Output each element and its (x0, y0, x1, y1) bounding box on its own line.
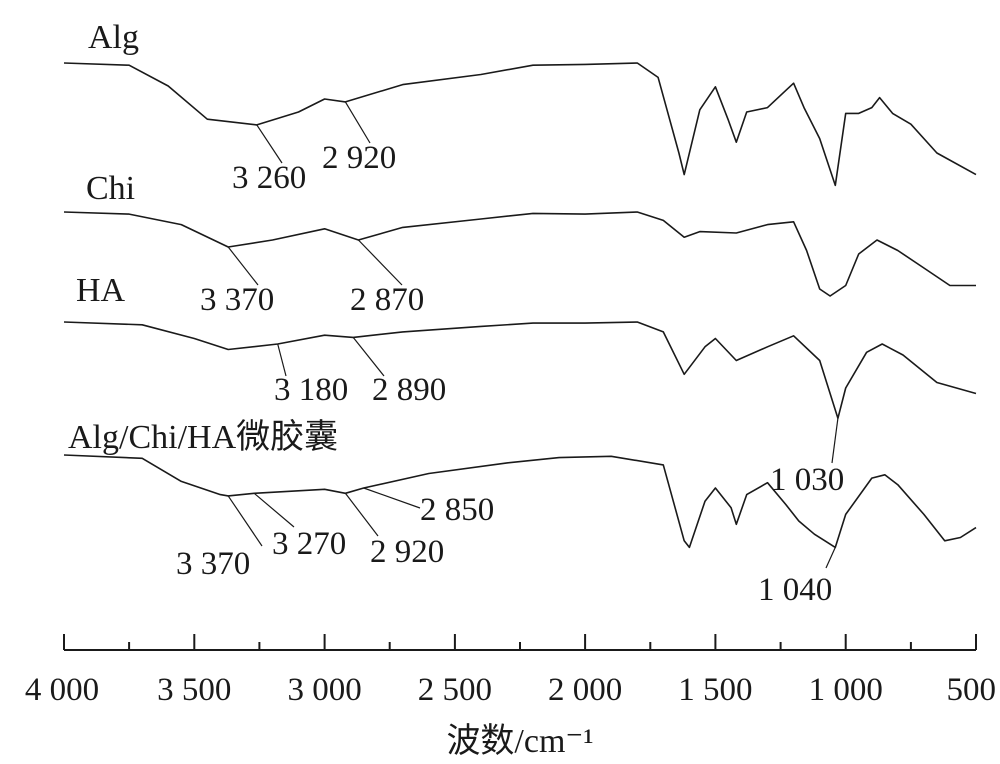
x-axis-title: 波数/cm⁻¹ (446, 722, 593, 760)
x-tick-label-4: 2 000 (548, 672, 622, 708)
annotation-label-2-3: 2 870 (350, 282, 424, 318)
x-tick-label-2: 3 000 (287, 672, 361, 708)
annotation-leader-2-1 (277, 343, 287, 377)
series-line-2 (63, 321, 977, 420)
series-label-2: HA (76, 272, 126, 309)
series-line-3 (63, 454, 977, 549)
x-tick-label-1: 3 500 (157, 672, 231, 708)
annotation-leader-3-3 (363, 487, 421, 509)
annotation-label-0-0: 3 260 (232, 160, 306, 196)
annotation-label-3-0: 3 370 (176, 546, 250, 582)
annotation-leader-3-0 (227, 495, 263, 547)
x-tick-label-0: 4 000 (25, 672, 99, 708)
annotation-leader-2-3 (357, 239, 403, 286)
series-label-3: Alg/Chi/HA微胶囊 (68, 418, 338, 456)
annotation-leader-0-0 (256, 124, 283, 164)
annotation-leader-2-0 (227, 246, 259, 286)
leaders-layer (227, 101, 839, 569)
annotation-leader-3-4 (825, 547, 836, 569)
series-label-0: Alg (88, 19, 139, 56)
annotation-label-3-2: 2 920 (370, 534, 444, 570)
annotation-leader-2-4 (831, 418, 839, 464)
x-tick-label-3: 2 500 (418, 672, 492, 708)
annotation-label-2-2: 2 890 (372, 372, 446, 408)
annotation-label-2-4: 1 030 (770, 462, 844, 498)
labels-layer: Alg Chi HA Alg/Chi/HA微胶囊 3 260 2 920 3 370 3 18… (68, 19, 844, 608)
series-line-0 (63, 62, 977, 187)
series-line-1 (63, 211, 976, 297)
x-tick-label-5: 1 500 (678, 672, 752, 708)
annotation-label-3-1: 3 270 (272, 526, 346, 562)
annotation-leader-0-1 (344, 101, 371, 144)
annotation-label-2-0: 3 370 (200, 282, 274, 318)
annotation-leader-2-2 (352, 337, 385, 377)
x-ticks-layer: 4 000 3 500 3 000 2 500 2 000 1 500 1 000 500 (25, 634, 996, 708)
x-tick-label-7: 500 (947, 672, 997, 708)
annotation-leader-3-1 (253, 492, 295, 528)
curves-layer (63, 62, 977, 549)
annotation-label-3-4: 1 040 (758, 572, 832, 608)
x-tick-label-6: 1 000 (809, 672, 883, 708)
annotation-label-2-1: 3 180 (274, 372, 348, 408)
annotation-leader-3-2 (344, 492, 379, 537)
annotation-label-3-3: 2 850 (420, 492, 494, 528)
series-label-1: Chi (86, 170, 135, 207)
annotation-label-0-1: 2 920 (322, 140, 396, 176)
